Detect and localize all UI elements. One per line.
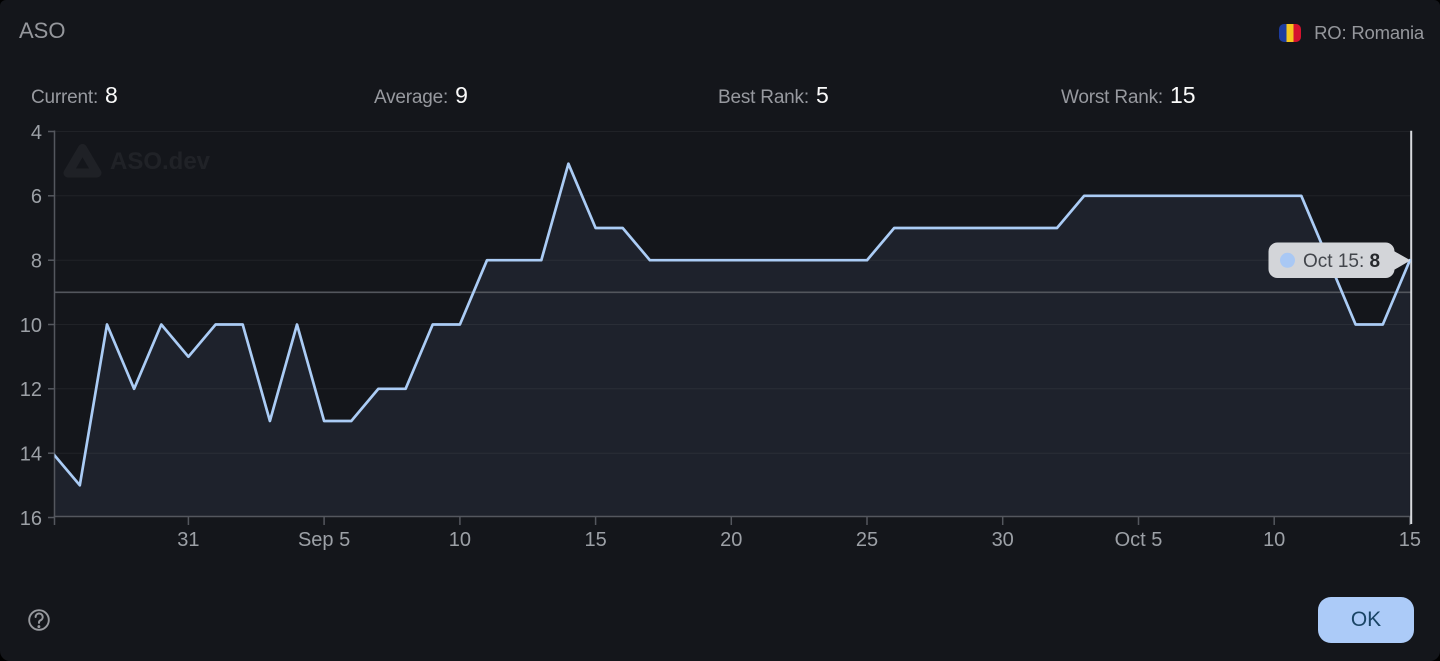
svg-text:Sep 5: Sep 5: [298, 529, 350, 551]
svg-text:10: 10: [449, 529, 471, 551]
svg-text:25: 25: [856, 529, 878, 551]
svg-text:ASO.dev: ASO.dev: [110, 148, 211, 175]
svg-text:30: 30: [992, 529, 1014, 551]
svg-text:16: 16: [20, 508, 42, 530]
svg-text:Oct 5: Oct 5: [1115, 529, 1163, 551]
svg-text:6: 6: [31, 186, 42, 208]
svg-text:12: 12: [20, 379, 42, 401]
svg-text:8: 8: [31, 251, 42, 273]
svg-text:15: 15: [1399, 529, 1421, 551]
svg-text:10: 10: [1263, 529, 1285, 551]
svg-text:15: 15: [584, 529, 606, 551]
svg-text:20: 20: [720, 529, 742, 551]
svg-text:14: 14: [20, 444, 42, 466]
svg-text:4: 4: [31, 122, 42, 144]
svg-text:Oct 15: 8: Oct 15: 8: [1303, 251, 1380, 272]
svg-text:31: 31: [177, 529, 199, 551]
svg-text:10: 10: [20, 315, 42, 337]
